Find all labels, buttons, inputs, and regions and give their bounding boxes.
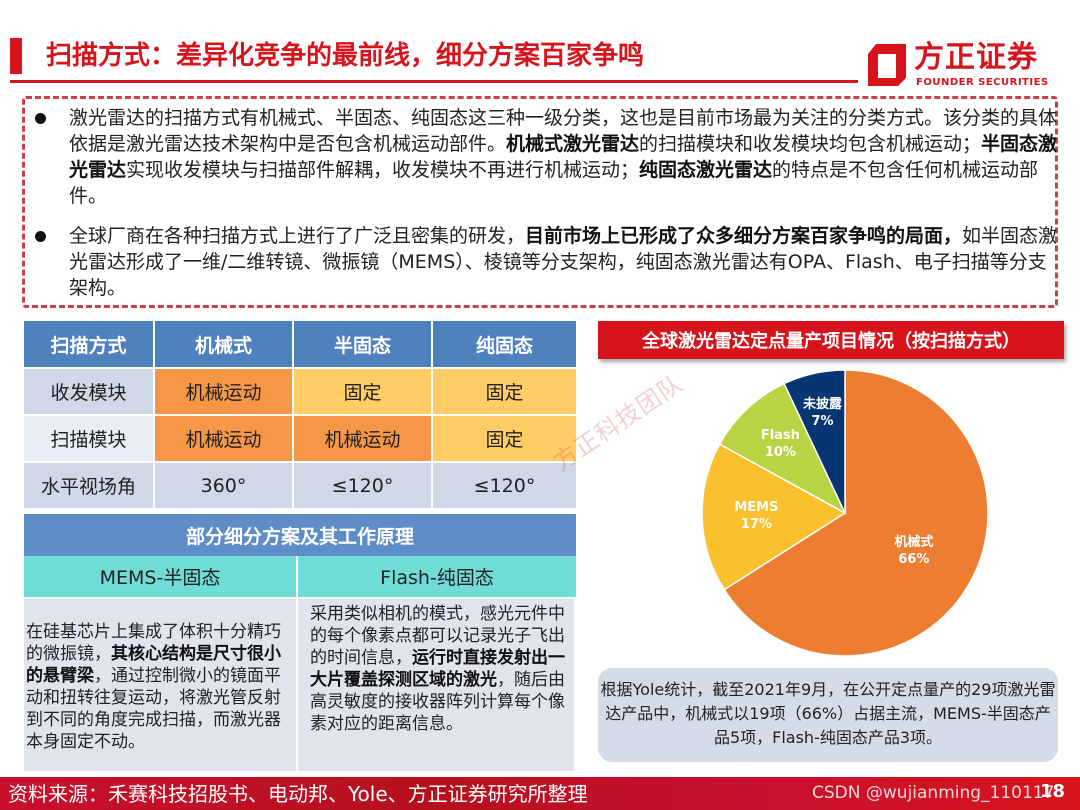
table-header-cell: 纯固态 <box>433 321 576 369</box>
table-cell: ≤120° <box>294 463 433 510</box>
source-text: 资料来源：禾赛科技招股书、电动邦、Yole、方正证券研究所整理 <box>8 782 588 806</box>
table-cell: 固定 <box>433 416 576 463</box>
table-cell: 机械运动 <box>155 369 294 416</box>
table-cell: 机械运动 <box>155 416 294 463</box>
summary-box: 激光雷达的扫描方式有机械式、半固态、纯固态这三种一级分类，这也是目前市场最为关注… <box>22 96 1058 308</box>
table-cell: 固定 <box>433 369 576 416</box>
row-label: 收发模块 <box>24 369 155 416</box>
bullet-item-2: 全球厂商在各种扫描方式上进行了广泛且密集的研发，目前市场上已形成了众多细分方案百… <box>35 223 1059 301</box>
chart-note: 根据Yole统计，截至2021年9月，在公开定点量产的29项激光雷达产品中，机械… <box>598 668 1058 762</box>
bullet-item-1: 激光雷达的扫描方式有机械式、半固态、纯固态这三种一级分类，这也是目前市场最为关注… <box>35 105 1059 209</box>
table-cell: ≤120° <box>433 463 576 510</box>
title-underline <box>10 80 858 83</box>
table-cell: 固定 <box>294 369 433 416</box>
sub-header-mems: MEMS-半固态 <box>24 556 298 599</box>
pie-slice-0 <box>723 369 989 657</box>
bullet-dot-icon <box>35 231 46 242</box>
table-header-row: 扫描方式 机械式 半固态 纯固态 <box>24 321 576 369</box>
logo-chinese-name: 方正证券 <box>914 40 1038 75</box>
credit-text: CSDN @wujianming_110117 <box>812 783 1055 803</box>
page-number: 18 <box>1040 781 1066 802</box>
bullet-text-1: 激光雷达的扫描方式有机械式、半固态、纯固态这三种一级分类，这也是目前市场最为关注… <box>69 107 1058 207</box>
title-accent-bar <box>10 38 22 74</box>
table-cell: 机械运动 <box>294 416 433 463</box>
pie-slice-label: MEMS 17% <box>734 499 779 532</box>
description-row: 在硅基芯片上集成了体积十分精巧的微振镜，其核心结构是尺寸很小的悬臂梁，通过控制微… <box>24 599 576 771</box>
sub-header-flash: Flash-纯固态 <box>298 556 576 599</box>
scan-method-table: 扫描方式 机械式 半固态 纯固态 收发模块 机械运动 固定 固定 扫描模块 机械… <box>24 321 576 771</box>
mems-description: 在硅基芯片上集成了体积十分精巧的微振镜，其核心结构是尺寸很小的悬臂梁，通过控制微… <box>24 599 298 771</box>
table-header-cell: 扫描方式 <box>24 321 155 369</box>
founder-securities-logo: 方正证券 FOUNDER SECURITIES <box>866 40 1056 92</box>
pie-slice-1 <box>701 443 847 591</box>
pie-slice-3 <box>783 369 846 514</box>
bullet-text-2: 全球厂商在各种扫描方式上进行了广泛且密集的研发，目前市场上已形成了众多细分方案百… <box>69 225 1058 299</box>
pie-slice-label: 机械式 66% <box>894 534 934 567</box>
pie-slice-label: 未披露 7% <box>803 396 843 429</box>
pie-slice-label: Flash 10% <box>760 428 800 461</box>
table-row: 扫描模块 机械运动 机械运动 固定 <box>24 416 576 463</box>
section-header: 部分细分方案及其工作原理 <box>24 514 576 556</box>
chart-title: 全球激光雷达定点量产项目情况（按扫描方式） <box>598 321 1064 359</box>
table-row: 收发模块 机械运动 固定 固定 <box>24 369 576 416</box>
bullet-dot-icon <box>35 113 46 124</box>
table-header-cell: 机械式 <box>155 321 294 369</box>
sub-header-row: MEMS-半固态 Flash-纯固态 <box>24 556 576 599</box>
table-row: 水平视场角 360° ≤120° ≤120° <box>24 463 576 510</box>
row-label: 扫描模块 <box>24 416 155 463</box>
table-header-cell: 半固态 <box>294 321 433 369</box>
row-label: 水平视场角 <box>24 463 155 510</box>
flash-description: 采用类似相机的模式，感光元件中的每个像素点都可以记录光子飞出的时间信息，运行时直… <box>298 599 576 771</box>
pie-slice-2 <box>718 382 847 515</box>
page-title: 扫描方式：差异化竞争的最前线，细分方案百家争鸣 <box>46 41 645 71</box>
footer-bar: 资料来源：禾赛科技招股书、电动邦、Yole、方正证券研究所整理 CSDN @wu… <box>0 777 1080 810</box>
founder-logo-icon <box>868 44 906 86</box>
logo-english-name: FOUNDER SECURITIES <box>916 77 1049 88</box>
pie-chart <box>701 369 989 657</box>
table-cell: 360° <box>155 463 294 510</box>
